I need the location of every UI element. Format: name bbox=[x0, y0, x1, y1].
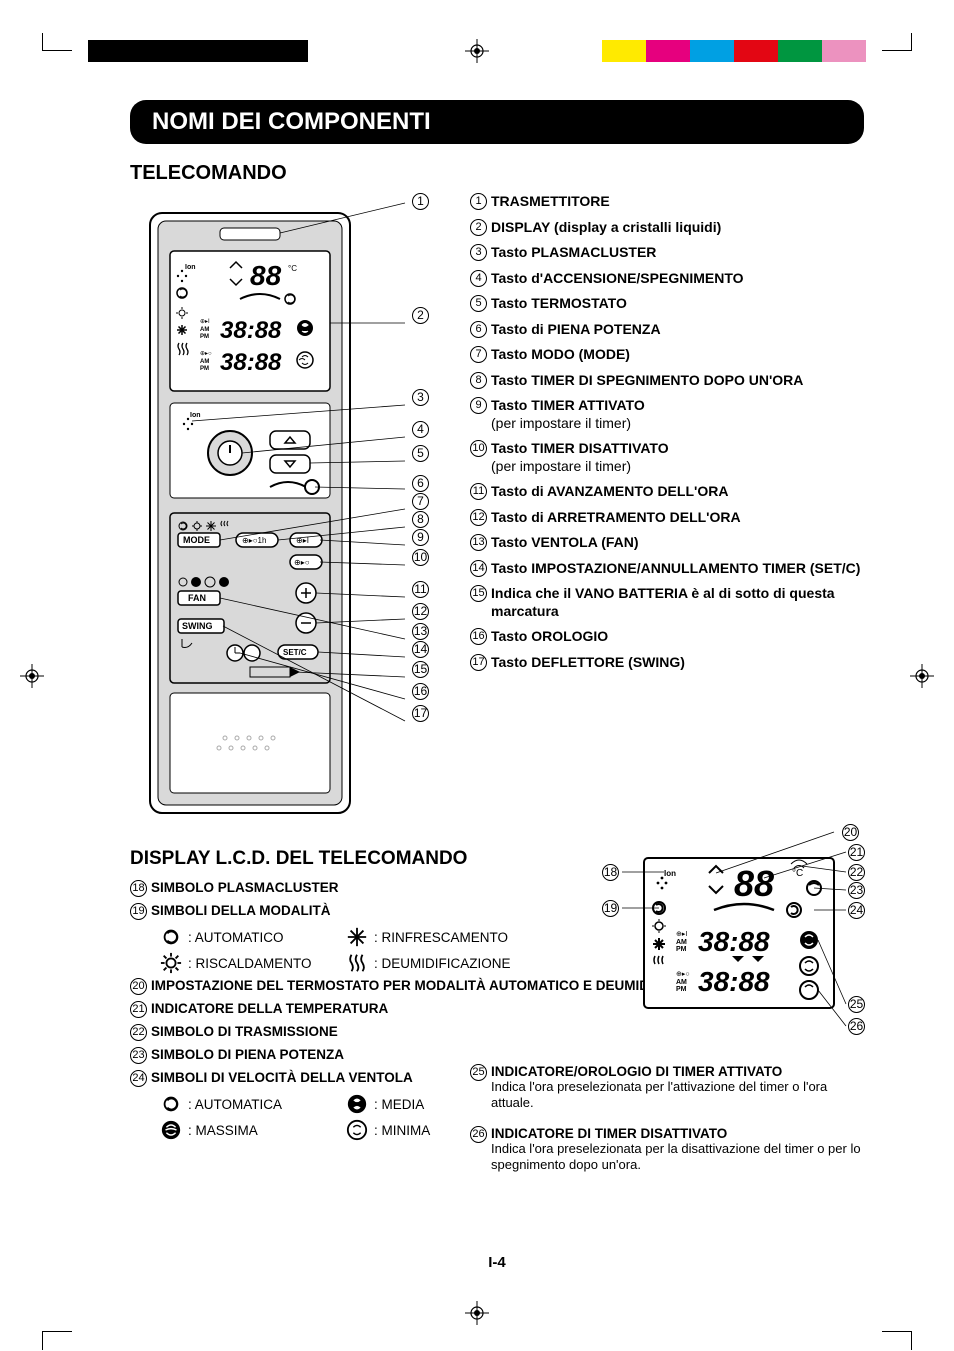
remote-legend-list: 1TRASMETTITORE 2DISPLAY (display a crista… bbox=[470, 193, 880, 679]
legend-item-10: 10Tasto TIMER DISATTIVATO(per impostare … bbox=[470, 440, 880, 475]
svg-text:PM: PM bbox=[676, 946, 687, 953]
svg-text:38:88: 38:88 bbox=[698, 966, 770, 997]
legend-item-5: 5Tasto TERMOSTATO bbox=[470, 295, 880, 313]
callout-12: 12 bbox=[412, 603, 429, 620]
registration-mark-icon bbox=[910, 664, 934, 688]
callout-9: 9 bbox=[412, 529, 429, 546]
registration-mark-icon bbox=[465, 1301, 489, 1325]
legend-item-17: 17Tasto DEFLETTORE (SWING) bbox=[470, 654, 880, 672]
svg-text:38:88: 38:88 bbox=[220, 317, 282, 344]
callout-19: 19 bbox=[602, 900, 619, 917]
svg-text:⊕▸○: ⊕▸○ bbox=[200, 351, 212, 357]
callout-1: 1 bbox=[412, 193, 429, 210]
legend-item-13: 13Tasto VENTOLA (FAN) bbox=[470, 534, 880, 552]
svg-text:AM: AM bbox=[676, 979, 687, 986]
svg-text:MODE: MODE bbox=[183, 535, 210, 545]
legend-item-6: 6Tasto di PIENA POTENZA bbox=[470, 321, 880, 339]
callout-26: 26 bbox=[848, 1018, 865, 1035]
remote-control-diagram: Ion 88 °C ⊕▸I AM PM 38:88 ⊕▸○ AM PM 38:8… bbox=[130, 193, 410, 823]
legend-item-14: 14Tasto IMPOSTAZIONE/ANNULLAMENTO TIMER … bbox=[470, 560, 880, 578]
svg-text:⊕▸I: ⊕▸I bbox=[200, 319, 210, 325]
legend-item-1: 1TRASMETTITORE bbox=[470, 193, 880, 211]
svg-text:SET/C: SET/C bbox=[283, 648, 307, 657]
legend-item-8: 8Tasto TIMER DI SPEGNIMENTO DOPO UN'ORA bbox=[470, 372, 880, 390]
svg-text:Ion: Ion bbox=[185, 264, 196, 271]
svg-text:°C: °C bbox=[792, 868, 803, 879]
callout-10: 10 bbox=[412, 549, 429, 566]
callout-20: 20 bbox=[842, 824, 859, 841]
svg-text:PM: PM bbox=[200, 366, 209, 372]
lcd-display-diagram: Ion 88 °C ⊕▸I AM PM bbox=[614, 828, 864, 1043]
callout-18: 18 bbox=[602, 864, 619, 881]
callout-13: 13 bbox=[412, 623, 429, 640]
svg-text:°C: °C bbox=[288, 264, 297, 273]
lcd-item-23: 23SIMBOLO DI PIENA POTENZA bbox=[130, 1047, 864, 1064]
legend-item-11: 11Tasto di AVANZAMENTO DELL'ORA bbox=[470, 483, 880, 501]
callout-5: 5 bbox=[412, 445, 429, 462]
callout-15: 15 bbox=[412, 661, 429, 678]
callout-7: 7 bbox=[412, 493, 429, 510]
callout-24: 24 bbox=[848, 902, 865, 919]
lcd-item-26: 26INDICATORE DI TIMER DISATTIVATOIndica … bbox=[470, 1126, 865, 1174]
svg-text:⊕▸○: ⊕▸○ bbox=[676, 971, 690, 978]
svg-text:AM: AM bbox=[200, 327, 209, 333]
svg-text:AM: AM bbox=[200, 359, 209, 365]
legend-item-7: 7Tasto MODO (MODE) bbox=[470, 346, 880, 364]
registration-mark-icon bbox=[20, 664, 44, 688]
callout-23: 23 bbox=[848, 882, 865, 899]
callout-17: 17 bbox=[412, 705, 429, 722]
legend-item-12: 12Tasto di ARRETRAMENTO DELL'ORA bbox=[470, 509, 880, 527]
callout-14: 14 bbox=[412, 641, 429, 658]
legend-item-3: 3Tasto PLASMACLUSTER bbox=[470, 244, 880, 262]
svg-text:PM: PM bbox=[676, 986, 687, 993]
page-title: NOMI DEI COMPONENTI bbox=[130, 100, 864, 144]
legend-item-4: 4Tasto d'ACCENSIONE/SPEGNIMENTO bbox=[470, 270, 880, 288]
callout-22: 22 bbox=[848, 864, 865, 881]
callout-11: 11 bbox=[412, 581, 429, 598]
callout-2: 2 bbox=[412, 307, 429, 324]
remote-diagram-area: Ion 88 °C ⊕▸I AM PM 38:88 ⊕▸○ AM PM 38:8… bbox=[130, 193, 864, 828]
svg-text:⊕▸○1h: ⊕▸○1h bbox=[242, 536, 266, 545]
legend-item-16: 16Tasto OROLOGIO bbox=[470, 628, 880, 646]
svg-text:Ion: Ion bbox=[190, 412, 201, 419]
svg-text:PM: PM bbox=[200, 334, 209, 340]
svg-text:88: 88 bbox=[250, 260, 282, 291]
lcd-legend-right: 25INDICATORE/OROLOGIO DI TIMER ATTIVATOI… bbox=[470, 1064, 865, 1187]
callout-16: 16 bbox=[412, 683, 429, 700]
legend-item-15: 15Indica che il VANO BATTERIA è al di so… bbox=[470, 585, 880, 620]
page-number: I-4 bbox=[488, 1254, 506, 1271]
legend-item-2: 2DISPLAY (display a cristalli liquidi) bbox=[470, 219, 880, 237]
legend-item-9: 9Tasto TIMER ATTIVATO(per impostare il t… bbox=[470, 397, 880, 432]
svg-text:Ion: Ion bbox=[664, 869, 676, 878]
callout-6: 6 bbox=[412, 475, 429, 492]
registration-mark-icon bbox=[465, 39, 489, 63]
lcd-section: DISPLAY L.C.D. DEL TELECOMANDO 18SIMBOLO… bbox=[130, 848, 864, 1037]
svg-text:88: 88 bbox=[734, 863, 774, 904]
section-heading-remote: TELECOMANDO bbox=[130, 162, 864, 185]
callout-3: 3 bbox=[412, 389, 429, 406]
svg-text:38:88: 38:88 bbox=[698, 926, 770, 957]
callout-8: 8 bbox=[412, 511, 429, 528]
svg-text:⊕▸I: ⊕▸I bbox=[676, 931, 687, 938]
lcd-item-25: 25INDICATORE/OROLOGIO DI TIMER ATTIVATOI… bbox=[470, 1064, 865, 1112]
print-color-bars bbox=[0, 40, 954, 62]
svg-text:AM: AM bbox=[676, 939, 687, 946]
svg-text:FAN: FAN bbox=[188, 593, 206, 603]
callout-21: 21 bbox=[848, 844, 865, 861]
svg-text:⊕▸○: ⊕▸○ bbox=[294, 558, 310, 567]
callout-25: 25 bbox=[848, 996, 865, 1013]
callout-4: 4 bbox=[412, 421, 429, 438]
svg-text:38:88: 38:88 bbox=[220, 349, 282, 376]
svg-text:SWING: SWING bbox=[182, 621, 213, 631]
